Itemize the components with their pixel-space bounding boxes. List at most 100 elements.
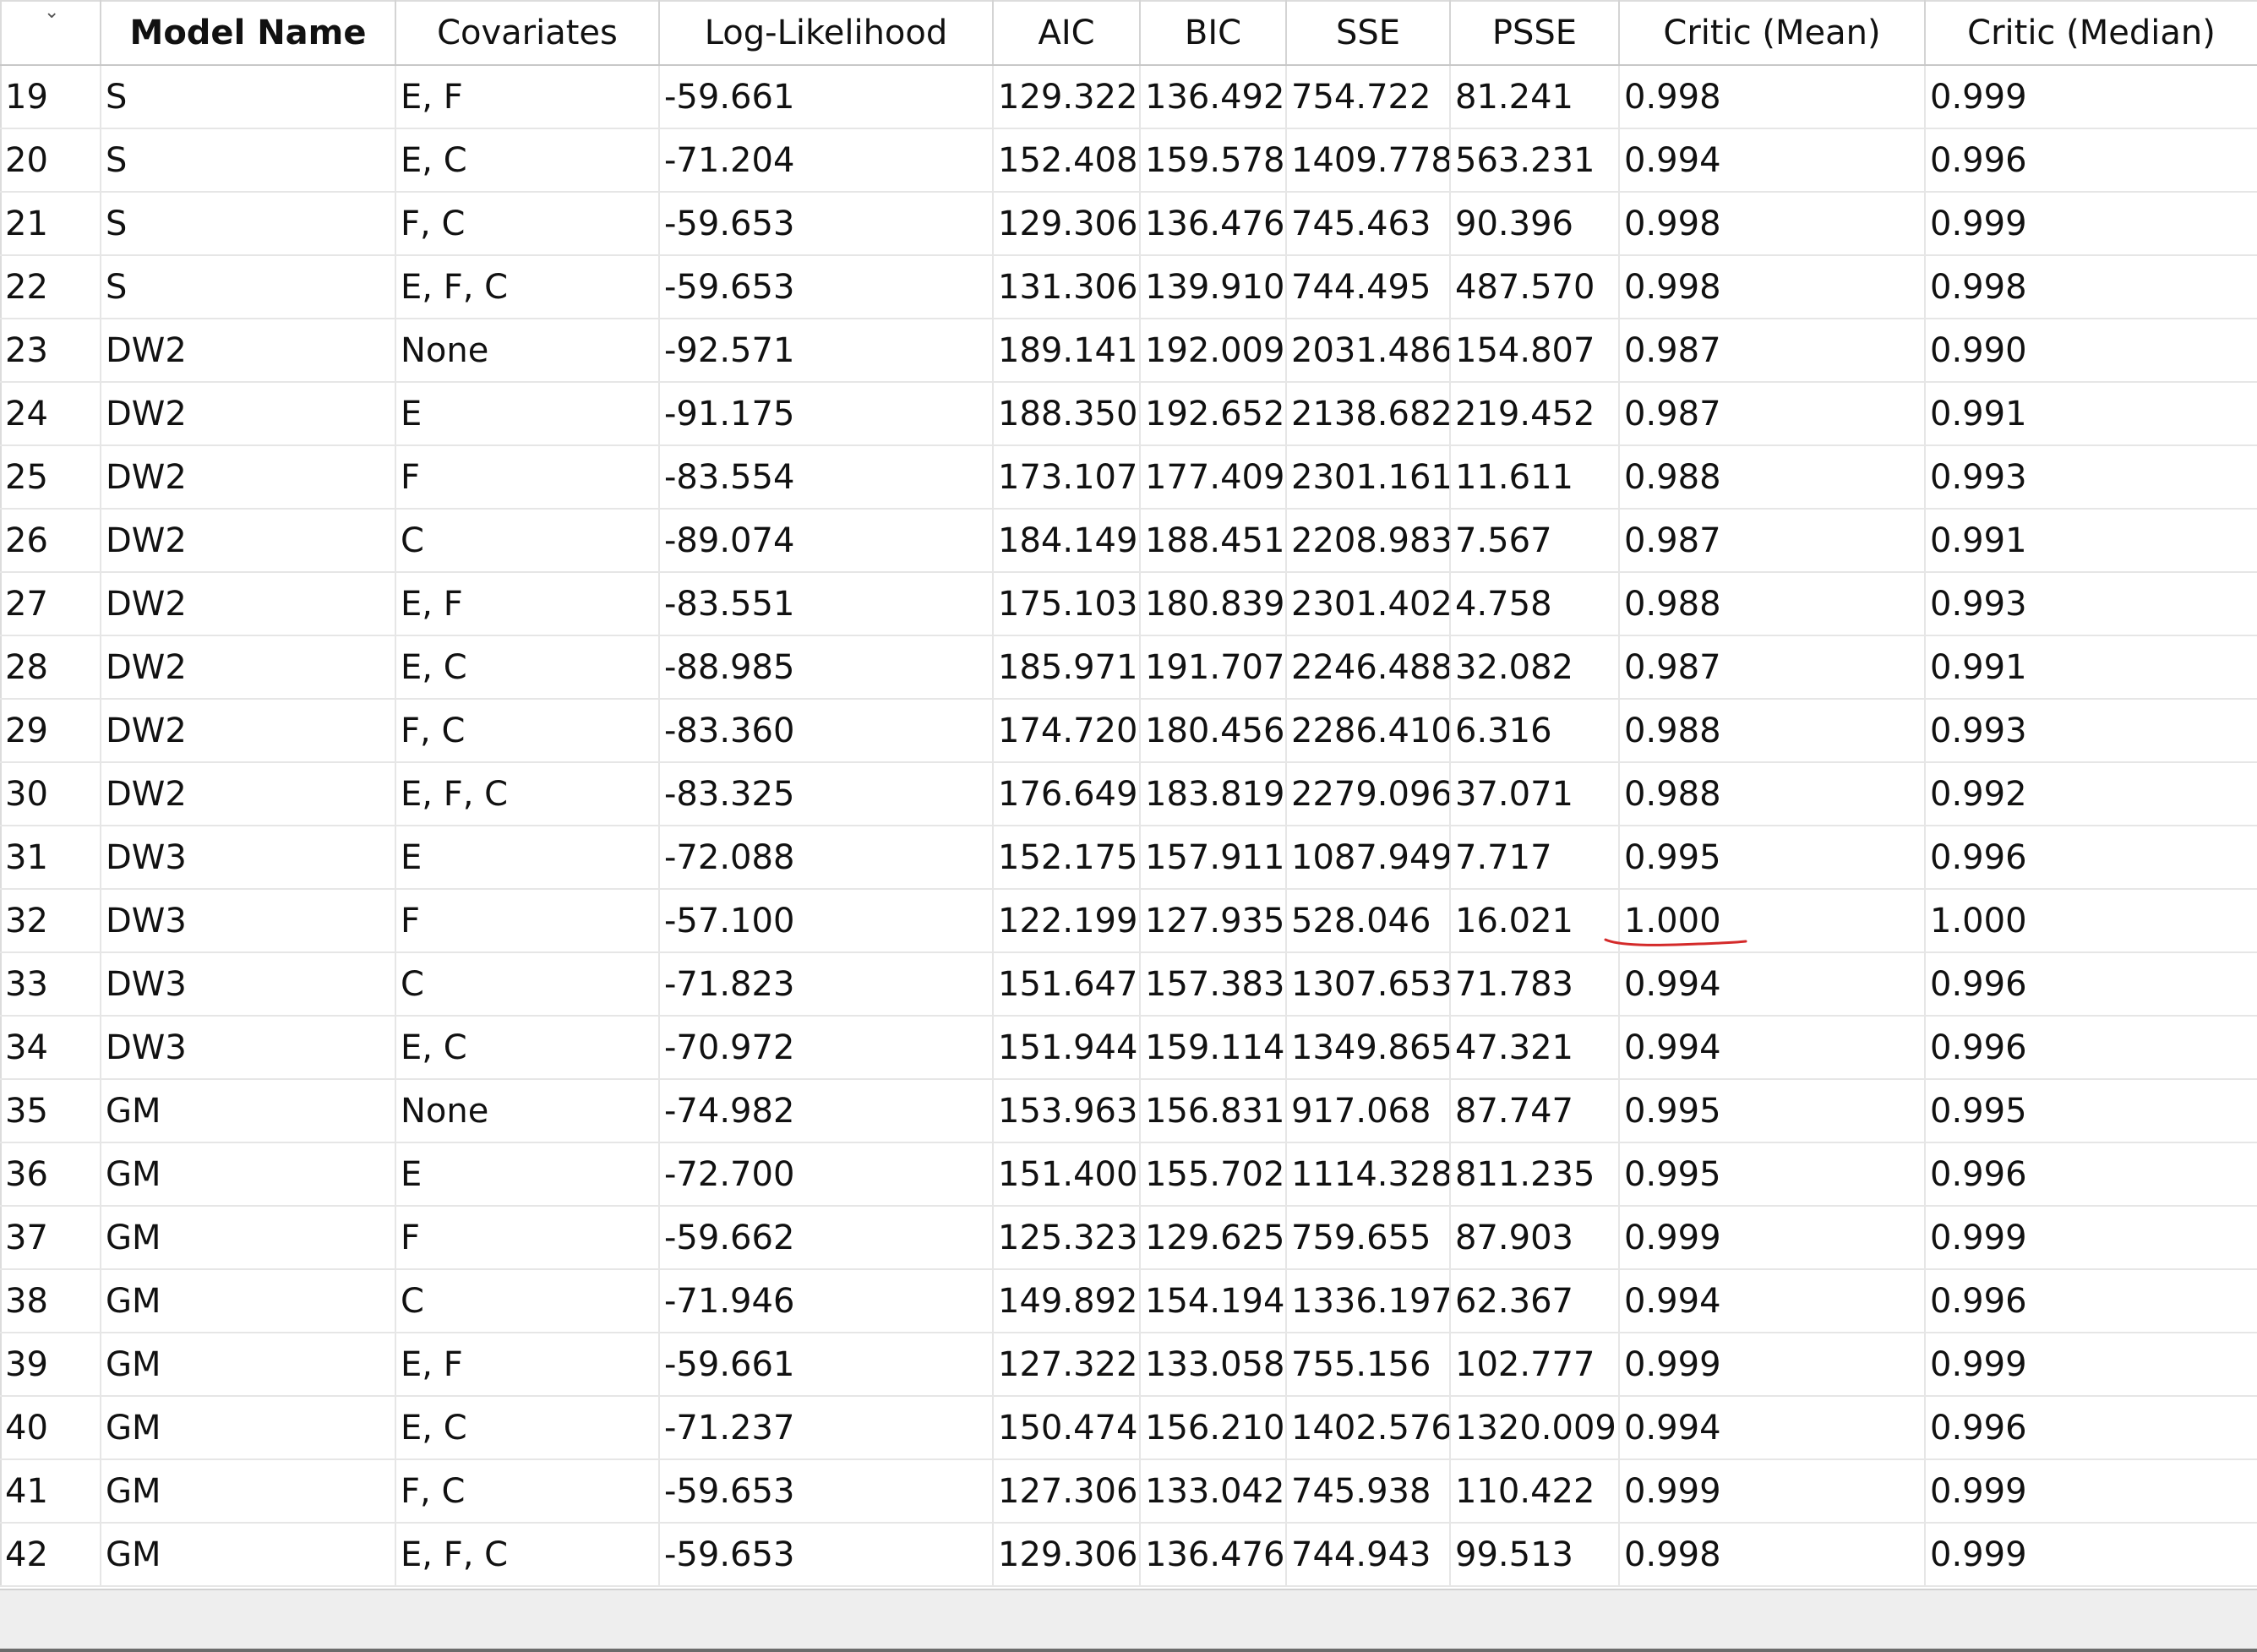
bic-cell[interactable]: 192.009 — [1140, 319, 1287, 383]
psse-cell[interactable]: 81.241 — [1450, 65, 1620, 129]
aic-cell[interactable]: 173.107 — [993, 445, 1141, 510]
bic-cell[interactable]: 159.578 — [1140, 128, 1287, 193]
aic-cell[interactable]: 150.474 — [993, 1396, 1141, 1460]
header-aic[interactable]: AIC — [993, 0, 1141, 66]
table-row[interactable]: 38 GM C -71.946 149.892 154.194 1336.197 62.367… — [0, 1269, 2257, 1333]
sse-cell[interactable]: 2246.488 — [1286, 635, 1451, 700]
model-name-cell[interactable]: DW3 — [101, 889, 396, 953]
table-row[interactable]: 25 DW2 F -83.554 173.107 177.409 2301.161 11.61… — [0, 445, 2257, 510]
critic-mean-cell[interactable]: 0.994 — [1619, 1396, 1926, 1460]
bic-cell[interactable]: 188.451 — [1140, 509, 1287, 573]
log-likelihood-cell[interactable]: -83.360 — [659, 699, 994, 763]
row-index[interactable]: 35 — [0, 1079, 101, 1143]
log-likelihood-cell[interactable]: -71.237 — [659, 1396, 994, 1460]
aic-cell[interactable]: 129.306 — [993, 1523, 1141, 1587]
table-row[interactable]: 33 DW3 C -71.823 151.647 157.383 1307.653 71.78… — [0, 952, 2257, 1017]
row-index[interactable]: 41 — [0, 1459, 101, 1524]
row-index[interactable]: 38 — [0, 1269, 101, 1333]
critic-mean-cell[interactable]: 0.998 — [1619, 192, 1926, 256]
covariates-cell[interactable]: E, F — [395, 65, 660, 129]
table-row[interactable]: 39 GM E, F -59.661 127.322 133.058 755.156 102.… — [0, 1333, 2257, 1397]
aic-cell[interactable]: 153.963 — [993, 1079, 1141, 1143]
critic-mean-cell[interactable]: 0.987 — [1619, 319, 1926, 383]
bic-cell[interactable]: 157.911 — [1140, 826, 1287, 890]
sse-cell[interactable]: 1409.778 — [1286, 128, 1451, 193]
chevron-down-icon[interactable]: ⌄ — [44, 2, 60, 23]
header-model-name[interactable]: Model Name — [101, 0, 396, 66]
table-row[interactable]: 32 DW3 F -57.100 122.199 127.935 528.046 16.021… — [0, 889, 2257, 953]
critic-median-cell[interactable]: 0.991 — [1925, 509, 2257, 573]
model-name-cell[interactable]: DW2 — [101, 635, 396, 700]
row-index[interactable]: 26 — [0, 509, 101, 573]
covariates-cell[interactable]: C — [395, 952, 660, 1017]
log-likelihood-cell[interactable]: -59.661 — [659, 65, 994, 129]
model-name-cell[interactable]: DW2 — [101, 762, 396, 826]
model-name-cell[interactable]: DW3 — [101, 1016, 396, 1080]
sse-cell[interactable]: 755.156 — [1286, 1333, 1451, 1397]
model-name-cell[interactable]: DW2 — [101, 445, 396, 510]
row-index[interactable]: 22 — [0, 255, 101, 319]
log-likelihood-cell[interactable]: -59.653 — [659, 255, 994, 319]
sse-cell[interactable]: 1402.576 — [1286, 1396, 1451, 1460]
model-name-cell[interactable]: GM — [101, 1142, 396, 1207]
critic-median-cell[interactable]: 0.999 — [1925, 1333, 2257, 1397]
table-row[interactable]: 34 DW3 E, C -70.972 151.944 159.114 1349.865 47… — [0, 1016, 2257, 1080]
model-name-cell[interactable]: DW2 — [101, 382, 396, 446]
covariates-cell[interactable]: None — [395, 319, 660, 383]
psse-cell[interactable]: 154.807 — [1450, 319, 1620, 383]
sse-cell[interactable]: 2279.096 — [1286, 762, 1451, 826]
header-corner[interactable]: ⌄ — [0, 0, 101, 66]
table-row[interactable]: 30 DW2 E, F, C -83.325 176.649 183.819 2279.09… — [0, 762, 2257, 826]
sse-cell[interactable]: 745.938 — [1286, 1459, 1451, 1524]
covariates-cell[interactable]: E, F, C — [395, 762, 660, 826]
critic-median-cell[interactable]: 0.991 — [1925, 382, 2257, 446]
psse-cell[interactable]: 4.758 — [1450, 572, 1620, 636]
bic-cell[interactable]: 177.409 — [1140, 445, 1287, 510]
psse-cell[interactable]: 7.567 — [1450, 509, 1620, 573]
log-likelihood-cell[interactable]: -59.653 — [659, 1523, 994, 1587]
bic-cell[interactable]: 180.456 — [1140, 699, 1287, 763]
sse-cell[interactable]: 1336.197 — [1286, 1269, 1451, 1333]
critic-median-cell[interactable]: 0.996 — [1925, 1142, 2257, 1207]
log-likelihood-cell[interactable]: -88.985 — [659, 635, 994, 700]
critic-median-cell[interactable]: 0.998 — [1925, 255, 2257, 319]
model-name-cell[interactable]: GM — [101, 1206, 396, 1270]
critic-median-cell[interactable]: 0.996 — [1925, 1269, 2257, 1333]
critic-mean-cell[interactable]: 0.988 — [1619, 762, 1926, 826]
aic-cell[interactable]: 149.892 — [993, 1269, 1141, 1333]
critic-mean-cell[interactable]: 0.987 — [1619, 382, 1926, 446]
table-row[interactable]: 28 DW2 E, C -88.985 185.971 191.707 2246.488 32… — [0, 635, 2257, 700]
sse-cell[interactable]: 528.046 — [1286, 889, 1451, 953]
covariates-cell[interactable]: E, F, C — [395, 255, 660, 319]
table-row[interactable]: 26 DW2 C -89.074 184.149 188.451 2208.983 7.567… — [0, 509, 2257, 573]
psse-cell[interactable]: 102.777 — [1450, 1333, 1620, 1397]
row-index[interactable]: 36 — [0, 1142, 101, 1207]
bic-cell[interactable]: 136.492 — [1140, 65, 1287, 129]
critic-median-cell[interactable]: 0.996 — [1925, 952, 2257, 1017]
header-psse[interactable]: PSSE — [1450, 0, 1620, 66]
covariates-cell[interactable]: F, C — [395, 1459, 660, 1524]
aic-cell[interactable]: 188.350 — [993, 382, 1141, 446]
psse-cell[interactable]: 563.231 — [1450, 128, 1620, 193]
critic-mean-cell[interactable]: 0.987 — [1619, 635, 1926, 700]
psse-cell[interactable]: 62.367 — [1450, 1269, 1620, 1333]
row-index[interactable]: 19 — [0, 65, 101, 129]
covariates-cell[interactable]: E, C — [395, 1396, 660, 1460]
covariates-cell[interactable]: E — [395, 382, 660, 446]
aic-cell[interactable]: 152.408 — [993, 128, 1141, 193]
row-index[interactable]: 33 — [0, 952, 101, 1017]
critic-median-cell[interactable]: 1.000 — [1925, 889, 2257, 953]
psse-cell[interactable]: 6.316 — [1450, 699, 1620, 763]
table-row[interactable]: 27 DW2 E, F -83.551 175.103 180.839 2301.402 4.… — [0, 572, 2257, 636]
row-index[interactable]: 28 — [0, 635, 101, 700]
log-likelihood-cell[interactable]: -83.551 — [659, 572, 994, 636]
table-row[interactable]: 42 GM E, F, C -59.653 129.306 136.476 744.943 9… — [0, 1523, 2257, 1587]
psse-cell[interactable]: 32.082 — [1450, 635, 1620, 700]
log-likelihood-cell[interactable]: -71.204 — [659, 128, 994, 193]
covariates-cell[interactable]: E, C — [395, 1016, 660, 1080]
table-row[interactable]: 40 GM E, C -71.237 150.474 156.210 1402.576 132… — [0, 1396, 2257, 1460]
critic-mean-cell[interactable]: 0.999 — [1619, 1333, 1926, 1397]
bic-cell[interactable]: 156.210 — [1140, 1396, 1287, 1460]
model-name-cell[interactable]: DW2 — [101, 509, 396, 573]
aic-cell[interactable]: 127.322 — [993, 1333, 1141, 1397]
